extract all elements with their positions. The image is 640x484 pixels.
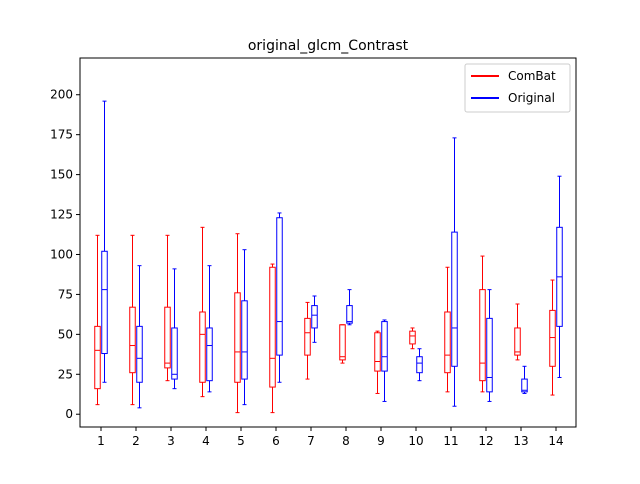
x-tick-label: 6: [272, 434, 280, 448]
x-tick-label: 9: [377, 434, 385, 448]
iqr-box: [234, 292, 241, 383]
x-tick-label: 1: [97, 434, 105, 448]
box-combat-1: [94, 234, 101, 406]
x-tick-label: 13: [513, 434, 528, 448]
legend-label-combat: ComBat: [508, 69, 556, 83]
iqr-box: [199, 311, 206, 383]
x-tick-label: 5: [237, 434, 245, 448]
plot-area: [94, 100, 563, 414]
iqr-box: [241, 300, 248, 380]
x-tick-label: 4: [202, 434, 210, 448]
x-tick-label: 2: [132, 434, 140, 448]
chart-title: original_glcm_Contrast: [248, 38, 409, 54]
iqr-box: [514, 327, 521, 356]
y-tick-label: 25: [58, 367, 73, 381]
iqr-box: [374, 332, 381, 372]
y-tick-label: 175: [50, 128, 73, 142]
iqr-box: [444, 311, 451, 374]
box-original-8: [346, 289, 353, 326]
box-combat-5: [234, 233, 241, 414]
y-tick-label: 0: [65, 407, 73, 421]
iqr-box: [164, 306, 171, 369]
x-tick-label: 12: [478, 434, 493, 448]
box-combat-4: [199, 226, 206, 398]
iqr-box: [269, 266, 276, 388]
y-tick-label: 200: [50, 88, 73, 102]
box-original-12: [486, 289, 493, 402]
x-tick-label: 8: [342, 434, 350, 448]
y-tick-label: 100: [50, 247, 73, 261]
iqr-box: [409, 330, 416, 345]
iqr-box: [521, 378, 528, 393]
box-combat-13: [514, 303, 521, 361]
y-tick-label: 125: [50, 208, 73, 222]
iqr-box: [486, 317, 493, 393]
box-combat-2: [129, 234, 136, 406]
x-tick-label: 11: [443, 434, 458, 448]
box-combat-8: [339, 324, 346, 364]
x-tick-label: 3: [167, 434, 175, 448]
y-tick-label: 50: [58, 327, 73, 341]
box-original-6: [276, 212, 283, 383]
iqr-box: [276, 217, 283, 356]
box-original-13: [521, 365, 528, 394]
y-tick-label: 150: [50, 168, 73, 182]
series-combat: [94, 226, 556, 414]
iqr-box: [206, 327, 213, 382]
box-original-3: [171, 268, 178, 390]
iqr-box: [451, 231, 458, 367]
iqr-box: [136, 325, 143, 383]
box-combat-3: [164, 234, 171, 382]
box-original-5: [241, 249, 248, 406]
box-original-10: [416, 348, 423, 382]
box-combat-10: [409, 327, 416, 350]
box-combat-12: [479, 255, 486, 393]
iqr-box: [129, 306, 136, 374]
iqr-box: [171, 327, 178, 380]
box-original-1: [101, 100, 108, 383]
box-combat-11: [444, 266, 451, 393]
iqr-box: [346, 305, 353, 324]
box-original-14: [556, 175, 563, 378]
iqr-box: [339, 324, 346, 361]
box-original-4: [206, 265, 213, 393]
box-combat-9: [374, 330, 381, 394]
legend: ComBat Original: [464, 63, 571, 113]
iqr-box: [311, 305, 318, 329]
x-tick-label: 14: [548, 434, 563, 448]
box-original-11: [451, 137, 458, 407]
legend-label-original: Original: [508, 91, 555, 105]
x-tick-label: 10: [408, 434, 423, 448]
x-tick-label: 7: [307, 434, 315, 448]
series-original: [101, 100, 563, 409]
box-original-2: [136, 265, 143, 409]
box-combat-14: [549, 279, 556, 396]
iqr-box: [304, 317, 311, 356]
iqr-box: [549, 309, 556, 367]
box-original-9: [381, 319, 388, 402]
box-combat-6: [269, 263, 276, 414]
axes-frame: [79, 57, 577, 428]
box-original-7: [311, 295, 318, 343]
iqr-box: [94, 325, 101, 390]
iqr-box: [416, 356, 423, 374]
box-combat-7: [304, 301, 311, 380]
y-tick-label: 75: [58, 287, 73, 301]
iqr-box: [381, 321, 388, 372]
iqr-box: [479, 289, 486, 382]
iqr-box: [101, 250, 108, 355]
